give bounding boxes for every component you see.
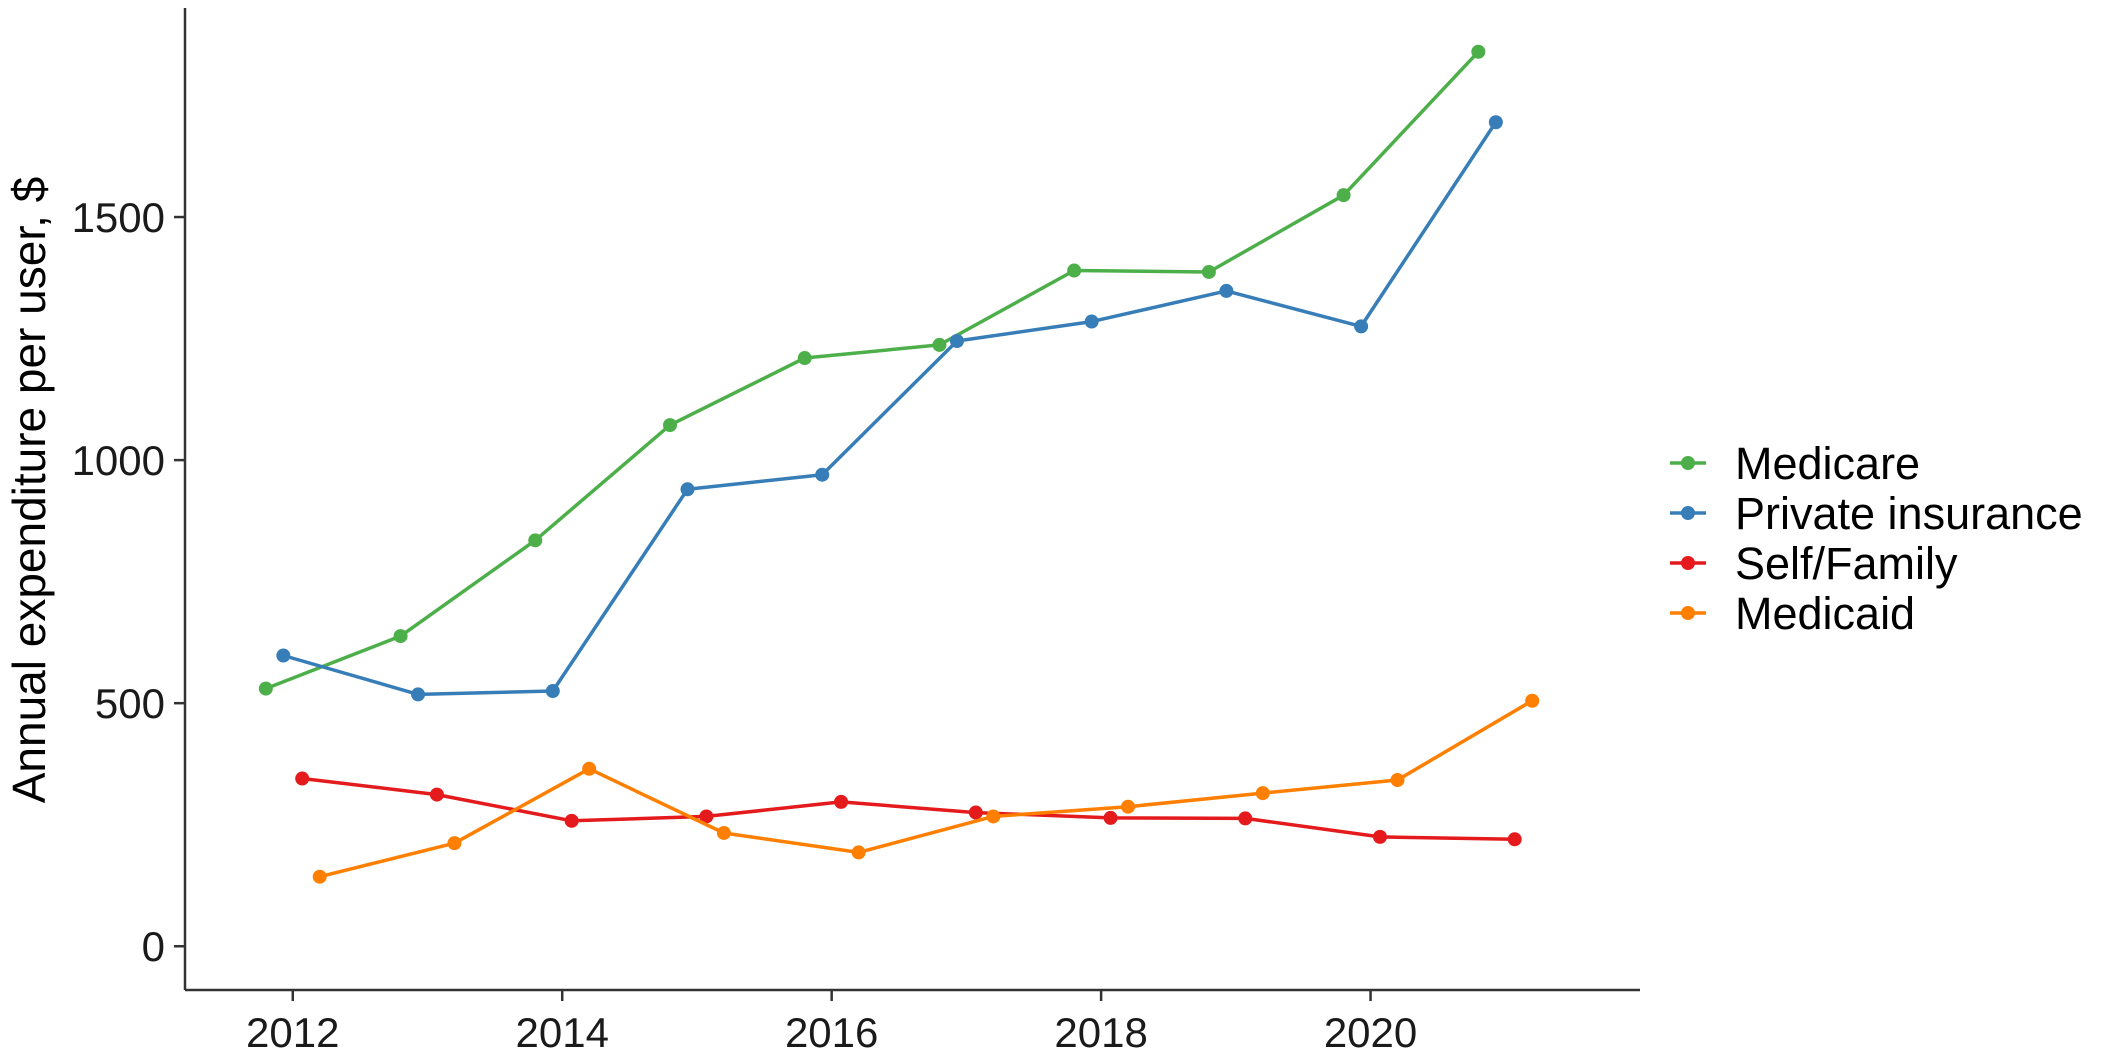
legend-label: Medicare [1735, 438, 1920, 489]
series-private-insurance [276, 115, 1503, 702]
y-tick-label: 1500 [72, 194, 165, 241]
data-point [582, 761, 597, 776]
data-point [1525, 693, 1540, 708]
data-point [258, 681, 273, 696]
legend-item: Private insurance [1670, 488, 2083, 539]
data-point [1507, 832, 1522, 847]
x-tick-label: 2020 [1324, 1009, 1417, 1051]
data-point [447, 836, 462, 851]
data-point [1201, 264, 1216, 279]
data-point [815, 467, 830, 482]
data-point [968, 805, 983, 820]
legend-key-point [1681, 556, 1695, 570]
series-medicaid [312, 693, 1540, 884]
legend-label: Medicaid [1735, 588, 1915, 639]
x-tick-label: 2018 [1054, 1009, 1147, 1051]
series-line [301, 776, 1515, 842]
series-line [282, 121, 1498, 697]
data-point [716, 825, 731, 840]
data-point [276, 648, 291, 663]
data-point [1121, 799, 1136, 814]
data-point [429, 787, 444, 802]
series-line [265, 50, 1480, 691]
data-point [411, 687, 426, 702]
y-tick-label: 1000 [72, 437, 165, 484]
legend-key-point [1681, 456, 1695, 470]
data-point [663, 418, 677, 433]
data-point [1390, 772, 1405, 787]
legend-label: Self/Family [1735, 538, 1958, 589]
data-point [1471, 44, 1486, 59]
data-point [834, 794, 849, 809]
data-point [1219, 283, 1234, 298]
legend-key-point [1681, 506, 1695, 520]
series-layer [258, 44, 1540, 884]
data-point [699, 809, 714, 824]
data-point [545, 684, 560, 699]
data-point [986, 809, 1001, 824]
legend-item: Medicaid [1670, 588, 1915, 639]
series-medicare [258, 44, 1486, 696]
data-point [932, 337, 947, 352]
legend-item: Self/Family [1670, 538, 1958, 589]
x-tick-label: 2014 [516, 1009, 609, 1051]
y-tick-label: 500 [95, 680, 165, 727]
series-line [319, 699, 1534, 879]
data-point [680, 482, 695, 497]
y-tick-label: 0 [142, 923, 165, 970]
legend-key-point [1681, 606, 1695, 620]
data-point [949, 334, 964, 349]
y-axis-title: Annual expenditure per user, $ [3, 177, 55, 804]
data-point [1084, 314, 1099, 329]
data-point [312, 869, 327, 884]
series-self-family [295, 771, 1522, 847]
data-point [393, 629, 408, 644]
data-point [564, 813, 579, 828]
x-tick-label: 2016 [785, 1009, 878, 1051]
data-point [1488, 115, 1503, 130]
data-point [1336, 188, 1351, 203]
data-point [1067, 263, 1082, 278]
data-point [1354, 319, 1369, 334]
data-point [295, 771, 310, 786]
data-point [1238, 811, 1253, 826]
data-point [1372, 829, 1387, 844]
data-point [851, 845, 866, 860]
axes: 2012 2014 2016 2018 2020 0 500 1000 1500 [72, 8, 1640, 1051]
data-point [528, 533, 543, 548]
legend-item: Medicare [1670, 438, 1920, 489]
data-point [1255, 786, 1270, 801]
data-point [797, 351, 812, 366]
x-tick-label: 2012 [246, 1009, 339, 1051]
data-point [1103, 810, 1118, 825]
legend-label: Private insurance [1735, 488, 2083, 539]
